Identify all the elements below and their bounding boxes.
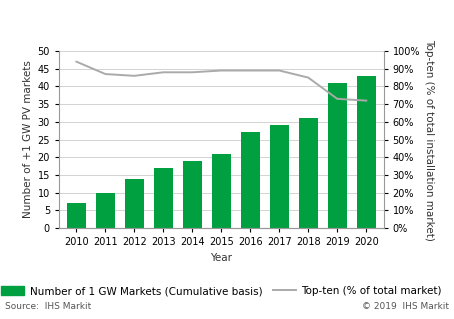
Text: © 2019  IHS Markit: © 2019 IHS Markit bbox=[362, 302, 449, 311]
Text: Diversification  of global solar PV market: Diversification of global solar PV marke… bbox=[5, 15, 345, 30]
Bar bbox=[183, 161, 202, 228]
Legend: Number of 1 GW Markets (Cumulative basis), Top-ten (% of total market): Number of 1 GW Markets (Cumulative basis… bbox=[1, 286, 441, 296]
Text: Source:  IHS Markit: Source: IHS Markit bbox=[5, 302, 91, 311]
Y-axis label: Number of +1 GW PV markets: Number of +1 GW PV markets bbox=[23, 61, 33, 219]
Bar bbox=[125, 179, 144, 228]
Bar bbox=[299, 118, 318, 228]
X-axis label: Year: Year bbox=[210, 253, 232, 263]
Bar bbox=[328, 83, 347, 228]
Bar bbox=[212, 154, 231, 228]
Bar bbox=[270, 125, 289, 228]
Bar bbox=[357, 76, 375, 228]
Bar bbox=[154, 168, 173, 228]
Bar bbox=[96, 193, 115, 228]
Bar bbox=[241, 132, 260, 228]
Bar bbox=[67, 203, 86, 228]
Y-axis label: Top-ten (% of total installation market): Top-ten (% of total installation market) bbox=[424, 39, 434, 241]
